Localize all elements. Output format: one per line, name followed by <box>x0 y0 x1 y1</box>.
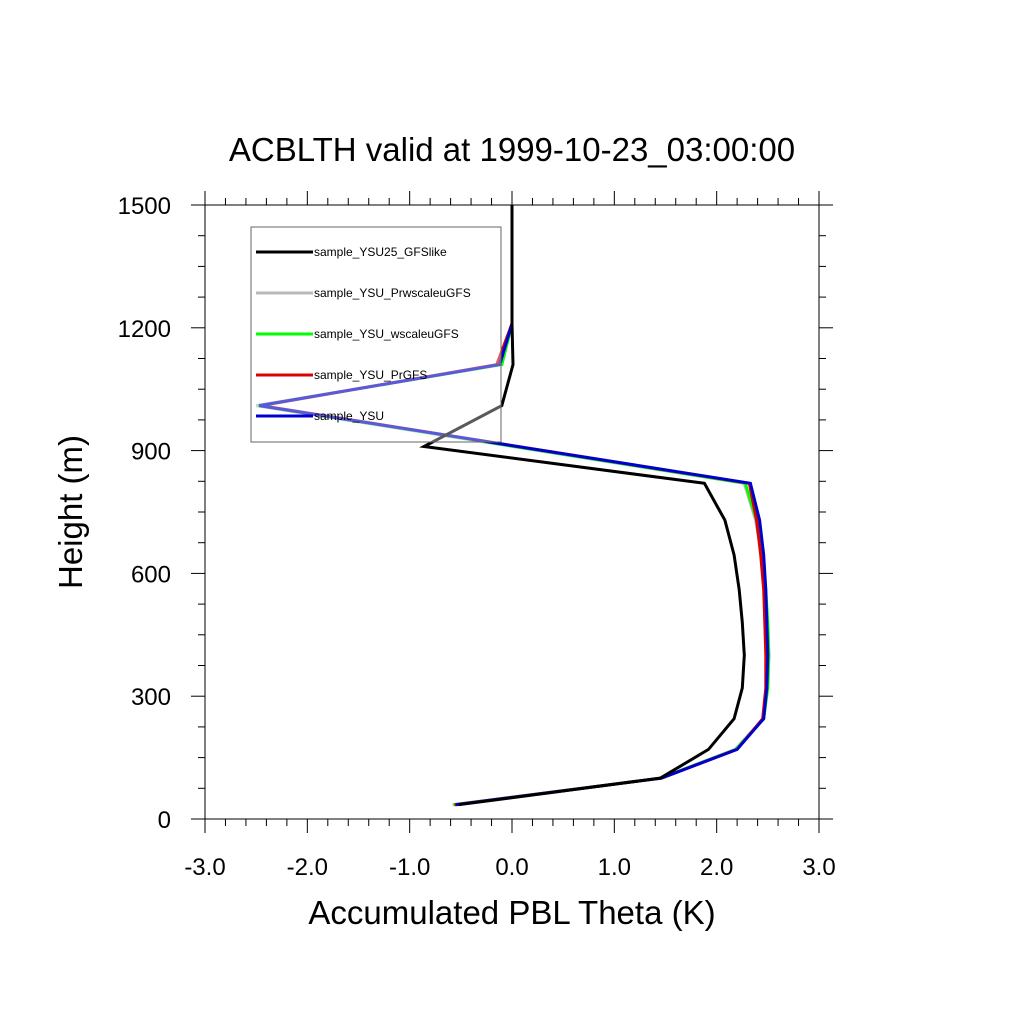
y-tick-label: 300 <box>131 684 171 711</box>
legend-label: sample_YSU_PrGFS <box>314 368 427 382</box>
series-line-1 <box>419 205 746 807</box>
legend-label: sample_YSU <box>314 409 384 423</box>
x-tick-label: -2.0 <box>287 854 328 881</box>
y-tick-label: 900 <box>131 439 171 466</box>
x-tick-label: 0.0 <box>495 854 528 881</box>
x-tick-label: 2.0 <box>700 854 733 881</box>
legend-label: sample_YSU_PrwscaleuGFS <box>314 286 471 300</box>
y-tick-label: 600 <box>131 561 171 588</box>
axis-ticks <box>191 191 833 833</box>
y-tick-label: 0 <box>158 807 171 834</box>
x-tick-label: -3.0 <box>184 854 225 881</box>
legend-label: sample_YSU_wscaleuGFS <box>314 327 459 341</box>
x-tick-label: -1.0 <box>389 854 430 881</box>
x-tick-label: 1.0 <box>598 854 631 881</box>
chart-title: ACBLTH valid at 1999-10-23_03:00:00 <box>229 131 795 168</box>
series-line-5 <box>258 323 770 807</box>
tick-labels: -3.0 -2.0 -1.0 0.0 1.0 2.0 3.0 0 300 600 900 1200 15… <box>118 193 836 881</box>
plot-frame <box>204 204 820 820</box>
x-axis-label: Accumulated PBL Theta (K) <box>308 894 715 931</box>
y-tick-label: 1200 <box>118 316 171 343</box>
y-axis-label: Height (m) <box>52 435 89 589</box>
y-tick-label: 1500 <box>118 193 171 220</box>
legend-label: sample_YSU25_GFSlike <box>314 245 447 259</box>
legend: sample_YSU25_GFSlike sample_YSU_Prwscaleu… <box>250 226 502 443</box>
series-lines <box>255 205 771 807</box>
x-tick-label: 3.0 <box>802 854 835 881</box>
